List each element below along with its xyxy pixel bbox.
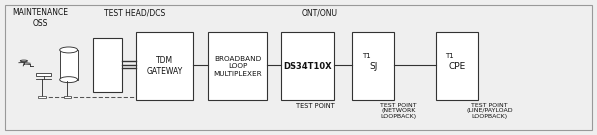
Bar	[60, 50, 78, 80]
Bar	[93, 38, 122, 92]
Ellipse shape	[60, 47, 78, 53]
Text: T1: T1	[362, 53, 370, 59]
Text: CPE: CPE	[448, 62, 465, 71]
Text: TEST HEAD/DCS: TEST HEAD/DCS	[104, 8, 165, 17]
Bar	[136, 32, 193, 100]
Bar	[63, 96, 72, 98]
Text: DS34T10X: DS34T10X	[283, 62, 332, 71]
Bar	[38, 96, 45, 98]
Bar	[281, 32, 334, 100]
Ellipse shape	[60, 77, 78, 83]
Bar	[208, 32, 267, 100]
Text: MAINTENANCE
OSS: MAINTENANCE OSS	[13, 8, 69, 28]
Text: TEST POINT
(LINE/PAYLOAD
LOOPBACK): TEST POINT (LINE/PAYLOAD LOOPBACK)	[466, 103, 513, 119]
Text: TEST POINT
(NETWORK
LOOPBACK): TEST POINT (NETWORK LOOPBACK)	[380, 103, 417, 119]
Bar	[352, 32, 394, 100]
Text: BROADBAND
LOOP
MULTIPLEXER: BROADBAND LOOP MULTIPLEXER	[213, 56, 262, 77]
Text: SJ: SJ	[369, 62, 377, 71]
Bar	[436, 32, 478, 100]
Text: T1: T1	[445, 53, 453, 59]
Bar	[36, 73, 51, 76]
Text: TEST POINT: TEST POINT	[296, 103, 334, 109]
Text: TDM
GATEWAY: TDM GATEWAY	[146, 56, 183, 76]
Text: ONT/ONU: ONT/ONU	[301, 8, 337, 17]
